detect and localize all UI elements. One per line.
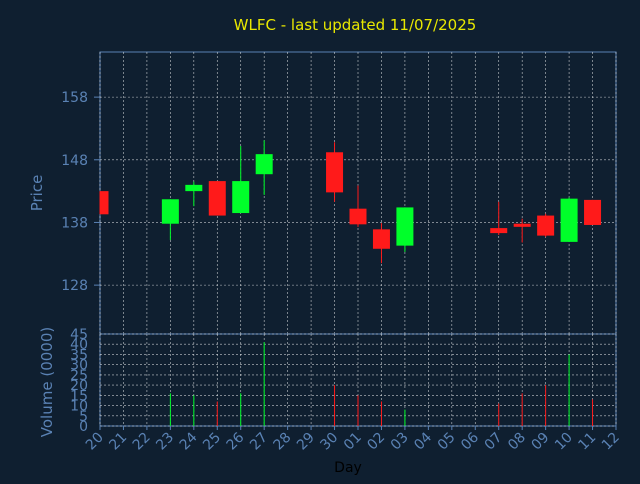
x-tick-label: 06 <box>458 429 482 453</box>
x-tick-label: 11 <box>575 430 599 454</box>
volume-tick-label: 30 <box>70 358 88 374</box>
volume-tick-label: 10 <box>70 399 88 415</box>
candle-body <box>232 181 250 214</box>
x-tick-label: 24 <box>177 429 201 453</box>
price-tick-label: 158 <box>61 90 88 106</box>
candle-body <box>349 208 367 225</box>
x-tick-label: 01 <box>341 430 365 454</box>
x-axis-ticks: 20 21 22 23 24 25 26 27 28 29 30 01 02 03 04 05 06 07 08 09… <box>83 426 623 453</box>
x-tick-label: 26 <box>224 429 248 453</box>
x-tick-label: 28 <box>271 430 295 454</box>
x-axis-label: Day <box>334 460 362 476</box>
volume-tick-label: 45 <box>70 327 88 343</box>
volume-tick-label: 20 <box>70 378 88 394</box>
candle-body <box>513 223 531 227</box>
volume-tick-label: 40 <box>70 337 88 353</box>
candle-body <box>490 228 508 234</box>
x-tick-label: 22 <box>130 430 154 454</box>
candle-body <box>255 154 273 175</box>
x-tick-label: 30 <box>317 430 341 454</box>
x-tick-label: 08 <box>505 430 529 454</box>
price-y-ticks: 128 138 148 158 <box>61 90 100 294</box>
candle-body <box>100 191 109 215</box>
candle-body <box>372 229 390 249</box>
price-tick-label: 128 <box>61 278 88 294</box>
x-tick-label: 04 <box>411 429 435 453</box>
candle-body <box>560 198 578 242</box>
volume-tick-label: 0 <box>79 419 88 435</box>
candle-body <box>584 199 602 225</box>
x-tick-label: 27 <box>247 430 271 454</box>
price-tick-label: 148 <box>61 153 88 169</box>
x-tick-label: 25 <box>200 430 224 454</box>
candle-body <box>326 152 344 193</box>
candle-body <box>185 184 203 192</box>
volume-tick-label: 5 <box>79 409 88 425</box>
x-tick-label: 10 <box>552 430 576 454</box>
x-tick-label: 07 <box>482 430 506 454</box>
volume-tick-label: 35 <box>70 347 88 363</box>
candle-body <box>396 207 414 246</box>
x-tick-label: 09 <box>529 430 553 454</box>
candle-body <box>161 199 179 224</box>
price-y-axis-label: Price <box>28 175 46 212</box>
volume-bars <box>169 342 594 426</box>
chart-title: WLFC - last updated 11/07/2025 <box>234 16 477 34</box>
price-panel: 128 138 148 158 Price <box>28 51 617 335</box>
x-tick-label: 05 <box>435 430 459 454</box>
x-tick-label: 29 <box>294 430 318 454</box>
x-tick-label: 02 <box>364 430 388 454</box>
volume-tick-label: 25 <box>70 368 88 384</box>
price-tick-label: 138 <box>61 215 88 231</box>
candle-body <box>208 181 226 216</box>
x-tick-label: 12 <box>599 430 623 454</box>
candle-body <box>537 215 555 236</box>
price-candles <box>99 140 602 264</box>
x-tick-label: 23 <box>153 430 177 454</box>
x-tick-label: 21 <box>106 430 130 454</box>
volume-tick-label: 15 <box>70 388 88 404</box>
x-tick-label: 03 <box>388 430 412 454</box>
volume-y-axis-label: Volume (0000) <box>38 327 56 437</box>
